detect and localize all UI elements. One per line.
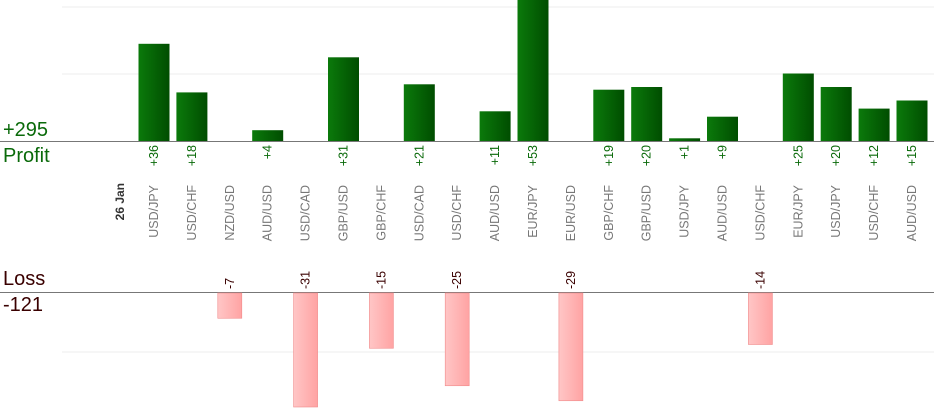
loss-total: -121 xyxy=(3,294,44,316)
loss-value-label: -25 xyxy=(450,271,464,289)
loss-bar xyxy=(217,292,243,319)
profit-bar xyxy=(138,43,170,141)
date-label: 26 Jan xyxy=(113,183,127,220)
loss-bar xyxy=(293,292,318,408)
category-label: GBP/USD xyxy=(337,185,351,241)
category-label: USD/CHF xyxy=(450,185,464,241)
profit-value-label: +53 xyxy=(526,145,540,166)
profit-bar xyxy=(820,87,852,141)
profit-bar xyxy=(176,92,208,141)
category-label: USD/CAD xyxy=(299,185,313,241)
category-label: USD/CAD xyxy=(412,185,426,241)
loss-bar xyxy=(444,292,470,387)
profit-value-label: +18 xyxy=(185,145,199,166)
category-label: GBP/USD xyxy=(640,185,654,241)
category-label: EUR/JPY xyxy=(791,184,805,237)
profit-bar xyxy=(631,87,663,141)
category-label: NZD/USD xyxy=(223,185,237,241)
profit-bar xyxy=(593,89,625,141)
loss-value-label: -7 xyxy=(223,278,237,289)
profit-value-label: +9 xyxy=(716,145,730,159)
profit-value-label: +11 xyxy=(488,145,502,165)
profit-bar xyxy=(517,0,549,141)
category-label: AUD/USD xyxy=(905,185,919,241)
profit-value-label: +19 xyxy=(602,145,616,166)
profit-value-label: +1 xyxy=(678,145,692,159)
category-label: EUR/JPY xyxy=(526,184,540,237)
profit-bar xyxy=(479,111,511,141)
loss-bar xyxy=(558,292,584,402)
category-label: USD/JPY xyxy=(678,184,692,237)
profit-bar xyxy=(707,116,738,141)
loss-value-label: -31 xyxy=(299,271,313,289)
loss-bar xyxy=(748,292,773,345)
loss-bar xyxy=(369,292,394,349)
profit-value-label: +36 xyxy=(147,145,161,166)
profit-bar xyxy=(403,84,435,141)
category-label: AUD/USD xyxy=(716,185,730,241)
category-label: USD/JPY xyxy=(147,184,161,237)
profit-value-label: +15 xyxy=(905,145,919,166)
category-label: AUD/USD xyxy=(488,185,502,241)
profit-bar xyxy=(896,100,928,141)
category-label: EUR/USD xyxy=(564,185,578,241)
profit-value-label: +12 xyxy=(867,145,881,166)
category-label: USD/JPY xyxy=(829,184,843,237)
loss-value-label: -29 xyxy=(564,271,578,289)
loss-value-label: -15 xyxy=(374,271,388,289)
profit-value-label: +31 xyxy=(337,145,351,166)
loss-value-label: -14 xyxy=(753,271,767,289)
profit-value-label: +4 xyxy=(261,145,275,159)
profit-bar xyxy=(669,138,701,141)
category-label: USD/CHF xyxy=(185,185,199,241)
category-label: USD/CHF xyxy=(753,185,767,241)
category-label: AUD/USD xyxy=(261,185,275,241)
category-label: GBP/CHF xyxy=(602,185,616,241)
profit-bar xyxy=(782,73,814,141)
profit-label: Profit xyxy=(3,145,50,167)
profit-value-label: +20 xyxy=(640,145,654,166)
profit-bar xyxy=(328,57,359,141)
category-label: GBP/CHF xyxy=(374,185,388,241)
profit-value-label: +21 xyxy=(412,145,426,166)
profit-bar xyxy=(252,130,284,141)
profit-bar xyxy=(858,108,890,141)
profit-value-label: +25 xyxy=(791,145,805,166)
profit-value-label: +20 xyxy=(829,145,843,166)
loss-label: Loss xyxy=(3,268,46,290)
category-label: USD/CHF xyxy=(867,185,881,241)
profit-total: +295 xyxy=(3,119,49,141)
